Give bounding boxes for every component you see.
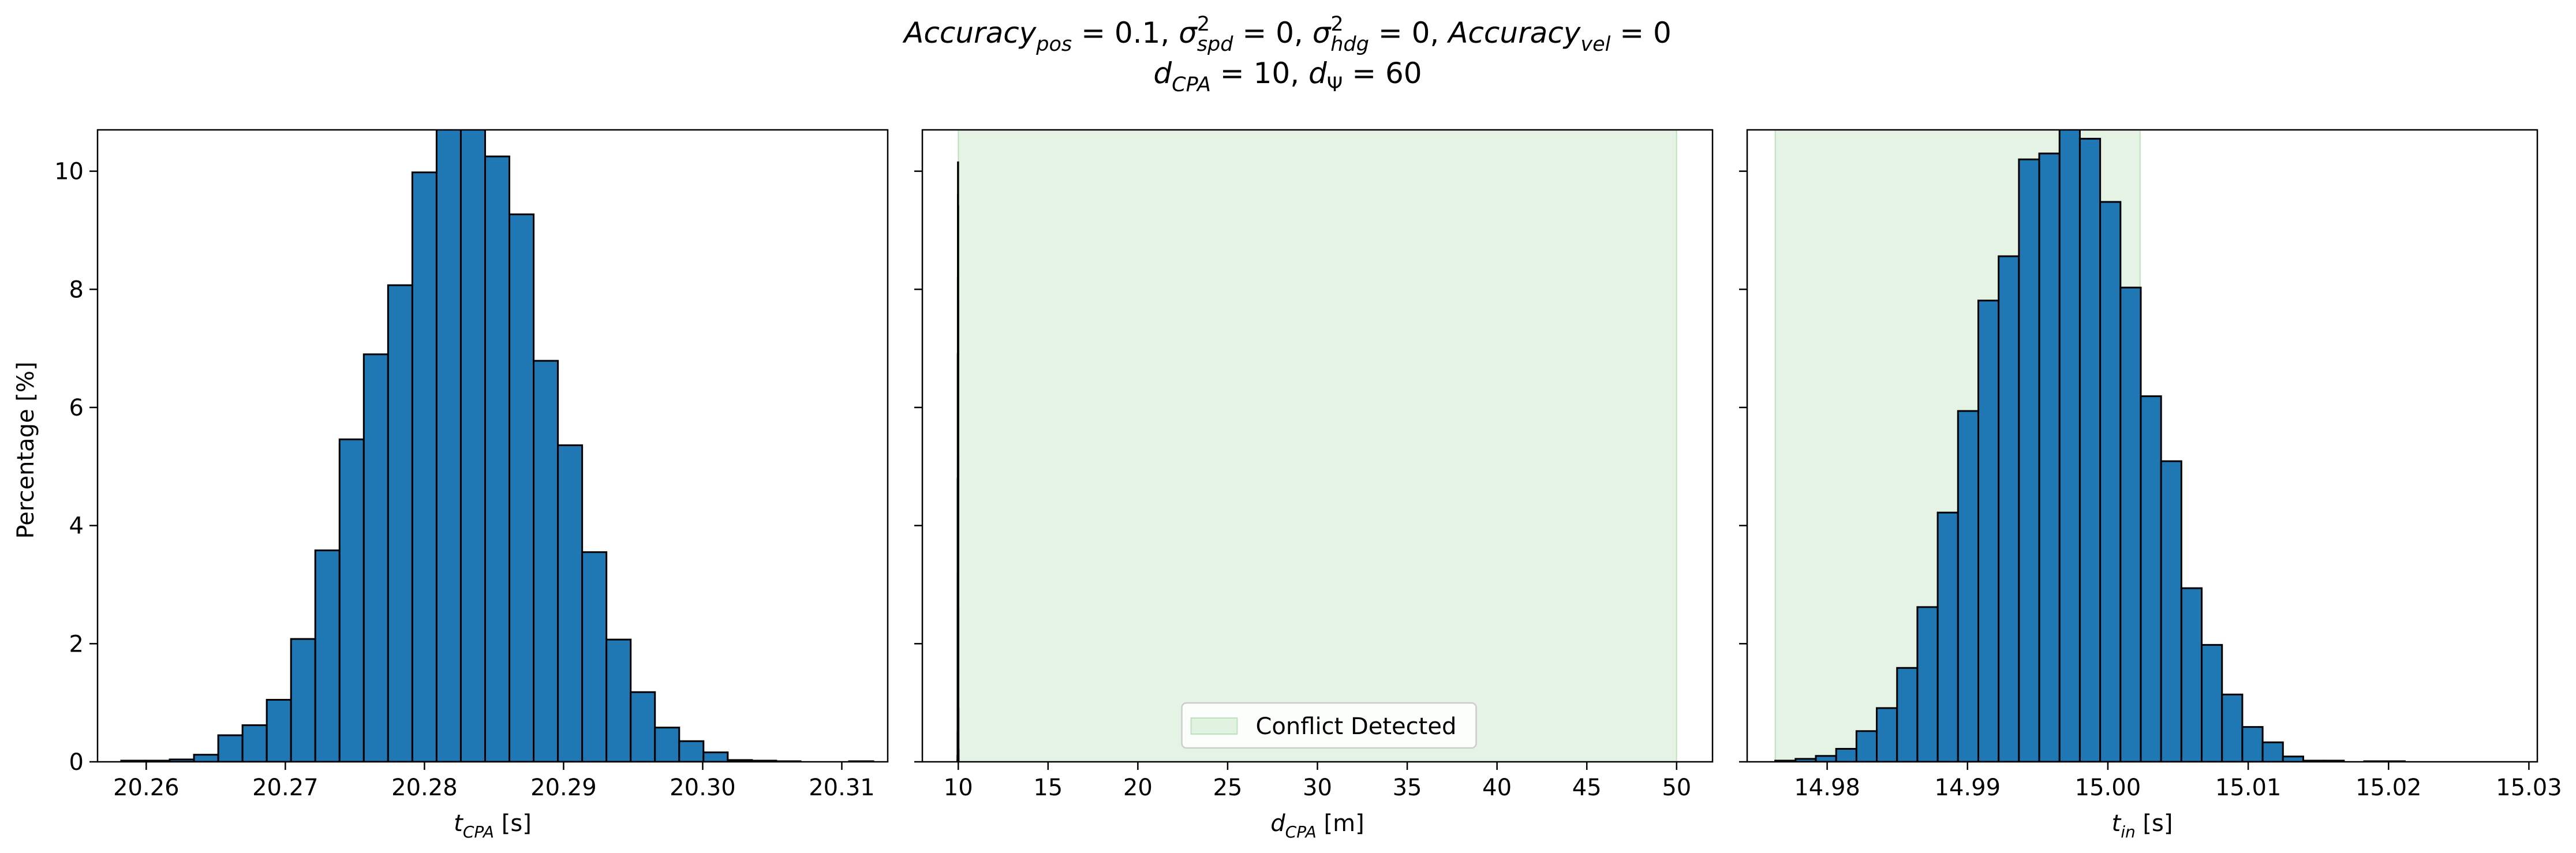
histogram-bar bbox=[678, 740, 705, 762]
histogram-bar bbox=[654, 727, 681, 762]
x-tick-label: 14.98 bbox=[1794, 775, 1860, 801]
histogram-bar bbox=[217, 734, 244, 762]
x-tick-label: 15.00 bbox=[2075, 775, 2141, 801]
x-tick-label: 35 bbox=[1393, 775, 1422, 801]
histogram-bar bbox=[957, 607, 960, 762]
histogram-bar bbox=[2078, 137, 2102, 762]
panels: 20.26 20.27 20.28 20.29 20.30 20.31 0 2 4 6 8 10 tCP… bbox=[54, 129, 2562, 841]
histogram-bar bbox=[1957, 410, 1979, 762]
histogram-bar bbox=[2160, 460, 2182, 762]
histogram-bar bbox=[1916, 606, 1939, 762]
plot-area-1 bbox=[120, 130, 874, 762]
histogram-bar bbox=[290, 638, 316, 762]
histogram-bar bbox=[2201, 644, 2223, 762]
histogram-bar bbox=[557, 444, 584, 762]
histogram-bar bbox=[702, 751, 729, 762]
histogram-bar bbox=[387, 284, 413, 762]
x-tick-label: 20.27 bbox=[252, 775, 319, 801]
x-tick-label: 20.28 bbox=[391, 775, 458, 801]
legend-label: Conflict Detected bbox=[1256, 713, 1457, 740]
x-axis-label-3: tin [s] bbox=[2112, 810, 2173, 841]
histogram-bar bbox=[1815, 755, 1837, 762]
x-tick-label: 20 bbox=[1123, 775, 1153, 801]
y-tick-label: 8 bbox=[69, 276, 84, 303]
histogram-bar bbox=[193, 754, 219, 762]
legend-frame bbox=[1181, 702, 1477, 749]
histogram-bar bbox=[533, 360, 559, 762]
histogram-bar bbox=[1936, 511, 1959, 762]
histogram-bar bbox=[362, 353, 389, 762]
histogram-bar bbox=[605, 638, 632, 762]
histogram-bar bbox=[630, 691, 656, 762]
x-tick-label: 30 bbox=[1303, 775, 1332, 801]
x-tick-label: 10 bbox=[944, 775, 973, 801]
histogram-bar bbox=[2038, 152, 2061, 762]
y-tick-label: 10 bbox=[54, 159, 84, 185]
x-tick-label: 14.99 bbox=[1935, 775, 2001, 801]
axes-frame-3 bbox=[1746, 129, 2538, 763]
figure-title-line-2: dCPA = 10, dΨ = 60 bbox=[1153, 57, 1422, 96]
panel-1: 20.26 20.27 20.28 20.29 20.30 20.31 0 2 4 6 8 10 tCP… bbox=[54, 129, 889, 841]
x-axis-label-1: tCPA [s] bbox=[454, 810, 532, 841]
histogram-bar bbox=[459, 130, 486, 762]
y-tick-label: 0 bbox=[69, 749, 84, 776]
histogram-bar bbox=[435, 130, 462, 762]
histogram-bar bbox=[2119, 286, 2142, 762]
axes-frame-1 bbox=[96, 129, 889, 763]
histogram-bar bbox=[314, 549, 341, 762]
panel-2: 10 15 20 25 30 35 40 45 50 dCPA [m] Conflict Detec… bbox=[914, 129, 1714, 841]
histogram-bar bbox=[2018, 158, 2040, 762]
histogram-bar bbox=[484, 155, 511, 762]
x-tick-label: 25 bbox=[1213, 775, 1242, 801]
x-tick-label: 15.02 bbox=[2356, 775, 2422, 801]
histogram-bar bbox=[338, 438, 365, 762]
histogram-bar bbox=[2261, 741, 2284, 762]
histogram-bar bbox=[509, 213, 535, 762]
legend: Conflict Detected bbox=[1181, 702, 1477, 749]
x-tick-label: 15 bbox=[1033, 775, 1063, 801]
histogram-bar bbox=[2099, 201, 2122, 762]
y-tick-label: 4 bbox=[69, 513, 84, 540]
histogram-bar bbox=[2180, 587, 2203, 762]
y-tick-label: 2 bbox=[69, 631, 84, 657]
histogram-bar bbox=[2140, 395, 2162, 762]
x-tick-label: 40 bbox=[1482, 775, 1512, 801]
legend-swatch bbox=[1190, 717, 1238, 735]
x-tick-label: 20.30 bbox=[670, 775, 736, 801]
histogram-bar bbox=[581, 551, 608, 762]
histogram-bar bbox=[1998, 255, 2020, 762]
x-tick-label: 20.31 bbox=[809, 775, 875, 801]
y-axis-label: Percentage [%] bbox=[13, 362, 39, 539]
histogram-bar bbox=[266, 699, 292, 762]
conflict-detected-region bbox=[958, 130, 1677, 762]
x-tick-label: 45 bbox=[1572, 775, 1602, 801]
figure-title-line-1: Accuracypos = 0.1, σ2 spd = 0, σ2 hdg = 0,… bbox=[902, 13, 1672, 56]
histogram-bar bbox=[957, 749, 960, 762]
x-tick-label: 50 bbox=[1662, 775, 1691, 801]
y-tick-label: 6 bbox=[69, 395, 84, 421]
plot-area-2 bbox=[956, 130, 1677, 762]
histogram-bar bbox=[2221, 693, 2244, 762]
histogram-bar bbox=[1977, 300, 2000, 762]
x-axis-label-2: dCPA [m] bbox=[1270, 810, 1364, 841]
histogram-bar bbox=[1876, 707, 1898, 762]
histogram-bar bbox=[241, 724, 268, 762]
histogram-bar bbox=[2058, 130, 2081, 762]
x-tick-label: 15.03 bbox=[2496, 775, 2562, 801]
panel-3: 14.98 14.99 15.00 15.01 15.02 15.03 tin [s] bbox=[1739, 129, 2562, 841]
x-tick-label: 15.01 bbox=[2215, 775, 2282, 801]
histogram-bar bbox=[2241, 726, 2264, 762]
x-tick-label: 20.26 bbox=[113, 775, 180, 801]
histogram-bar bbox=[1896, 667, 1919, 762]
x-tick-label: 20.29 bbox=[530, 775, 597, 801]
plot-area-3 bbox=[1774, 130, 2406, 762]
histogram-bar bbox=[411, 171, 438, 762]
histogram-bar bbox=[1855, 730, 1878, 762]
histogram-bar bbox=[1835, 747, 1857, 762]
histogram-bar bbox=[2282, 755, 2304, 762]
histogram-bar bbox=[957, 708, 960, 762]
